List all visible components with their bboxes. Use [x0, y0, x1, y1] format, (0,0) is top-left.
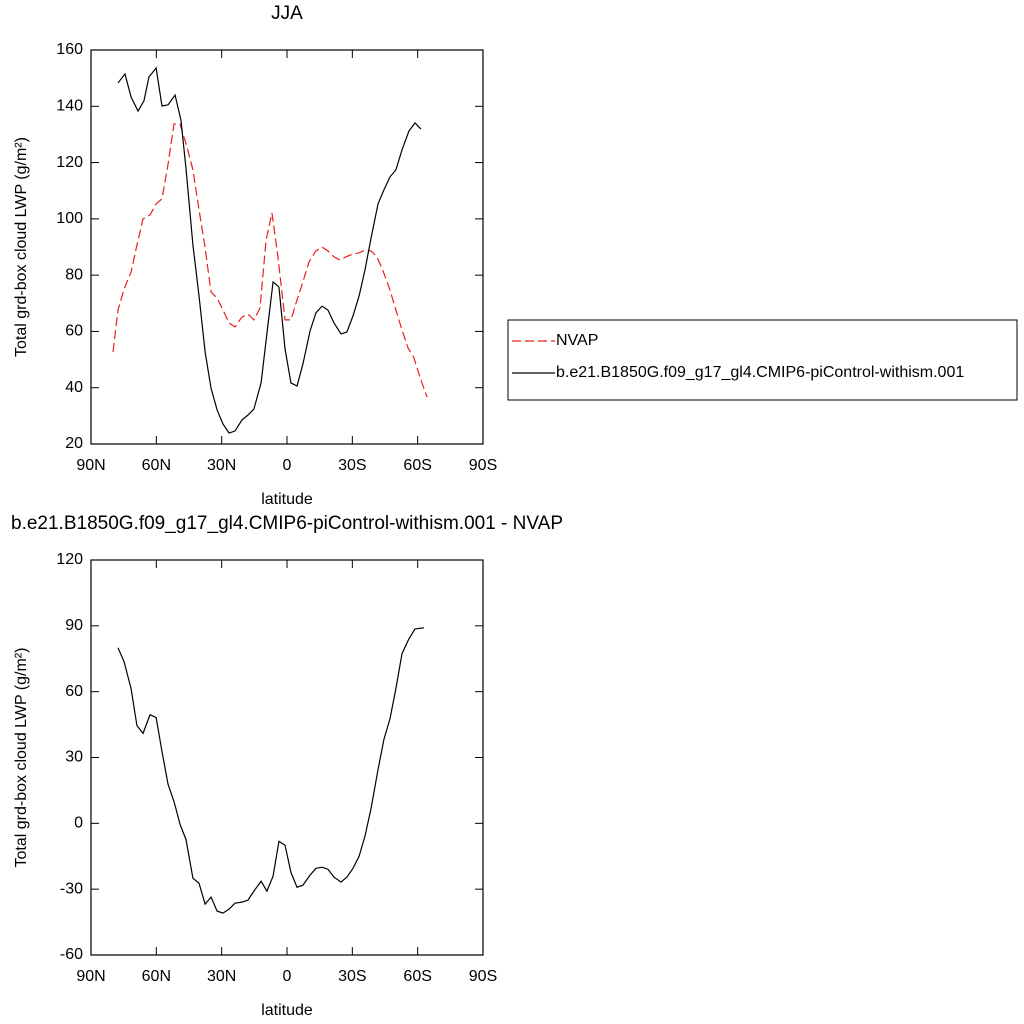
y-tick-label: 80 [65, 266, 83, 283]
legend-label: b.e21.B1850G.f09_g17_gl4.CMIP6-piControl… [556, 364, 964, 381]
y-tick-label: 120 [56, 154, 83, 171]
x-tick-label: 60N [142, 968, 171, 985]
y-tick-label: 140 [56, 98, 83, 115]
y-tick-label: 20 [65, 435, 83, 452]
chart-title: b.e21.B1850G.f09_g17_gl4.CMIP6-piControl… [11, 513, 563, 534]
data-line [112, 123, 428, 398]
x-tick-label: 60S [403, 457, 431, 474]
x-tick-label: 90N [76, 968, 105, 985]
x-tick-label: 90S [469, 968, 497, 985]
x-tick-label: 60N [142, 457, 171, 474]
y-tick-label: 90 [65, 617, 83, 634]
x-tick-label: 30S [338, 457, 366, 474]
x-tick-label: 0 [283, 457, 292, 474]
y-tick-label: 120 [56, 551, 83, 568]
y-tick-label: 40 [65, 379, 83, 396]
y-axis-label: Total grd-box cloud LWP (g/m²) [13, 137, 30, 357]
plot-frame [90, 559, 484, 956]
legend-label: NVAP [556, 332, 598, 349]
y-tick-label: -60 [60, 946, 83, 963]
x-tick-label: 90N [76, 457, 105, 474]
x-axis-label: latitude [261, 1002, 313, 1019]
y-tick-label: 100 [56, 210, 83, 227]
x-tick-label: 60S [403, 968, 431, 985]
legend-box [507, 319, 1018, 401]
data-line [117, 66, 422, 434]
x-tick-label: 30N [207, 968, 236, 985]
y-tick-label: 60 [65, 683, 83, 700]
y-axis-label: Total grd-box cloud LWP (g/m²) [13, 648, 30, 868]
x-tick-label: 30N [207, 457, 236, 474]
x-axis-label: latitude [261, 491, 313, 508]
data-line [117, 627, 425, 914]
x-tick-label: 30S [338, 968, 366, 985]
x-tick-label: 0 [283, 968, 292, 985]
y-tick-label: 60 [65, 323, 83, 340]
y-tick-label: 160 [56, 41, 83, 58]
y-tick-label: 30 [65, 749, 83, 766]
y-tick-label: -30 [60, 880, 83, 897]
y-tick-label: 0 [74, 815, 83, 832]
plot-frame [90, 49, 484, 445]
chart-title: JJA [271, 3, 303, 24]
x-tick-label: 90S [469, 457, 497, 474]
